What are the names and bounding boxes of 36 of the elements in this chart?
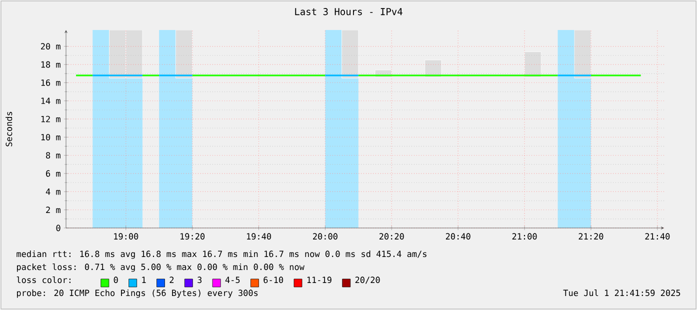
x-tick-label: 20:20 (379, 233, 404, 240)
x-tick-label: 19:00 (114, 233, 138, 240)
y-tick-label: 2 m (46, 206, 60, 213)
legend-label: 4-5 (225, 276, 240, 284)
x-tick-label: 19:40 (246, 233, 271, 240)
y-tick-label: 6 m (46, 170, 60, 177)
chart-title: Last 3 Hours - IPv4 (295, 8, 402, 16)
legend-label: 1 (142, 276, 146, 283)
y-tick-label: 0 (56, 224, 60, 232)
legend-label: 6-10 (264, 276, 284, 284)
legend-label: 0 (114, 276, 118, 284)
y-tick-label: 18 m (41, 61, 60, 68)
y-tick-label: 10 m (41, 134, 60, 140)
text: packet loss: 0.71 % avg 5.00 % max 0.00 % min 0.00 % now (16, 263, 304, 272)
text: median rtt: 16.8 ms avg 16.8 ms max 16.7 ms min 16.7 ms now 0.0 ms sd 415.4 am/s (16, 250, 426, 259)
legend-label: 2 (170, 276, 174, 283)
y-tick-label: 4 m (46, 188, 60, 195)
x-tick-label: 21:00 (512, 233, 537, 240)
y-tick-label: 12 m (41, 116, 60, 122)
x-tick-label: 21:40 (645, 233, 670, 240)
y-tick-label: 14 m (41, 98, 60, 104)
x-tick-label: 19:20 (180, 233, 205, 240)
x-tick-label: 21:20 (578, 233, 604, 240)
y-tick-label: 8 m (46, 152, 60, 159)
legend-label: 11-19 (307, 276, 332, 284)
text: probe: 20 ICMP Echo Pings (56 Bytes) every 300s (16, 290, 258, 298)
y-tick-label: 20 m (41, 43, 60, 50)
x-tick-label: 20:40 (446, 233, 470, 240)
y-axis-title: Seconds (6, 112, 12, 146)
y-tick-label: 16 m (41, 79, 60, 86)
legend-label: 20/20 (355, 276, 380, 284)
legend-title: loss color: (16, 276, 70, 284)
text: Tue Jul 1 21:41:59 2025 (563, 289, 680, 296)
legend-label: 3 (198, 276, 202, 284)
x-tick-label: 20:00 (313, 233, 338, 240)
bar (524, 52, 542, 78)
